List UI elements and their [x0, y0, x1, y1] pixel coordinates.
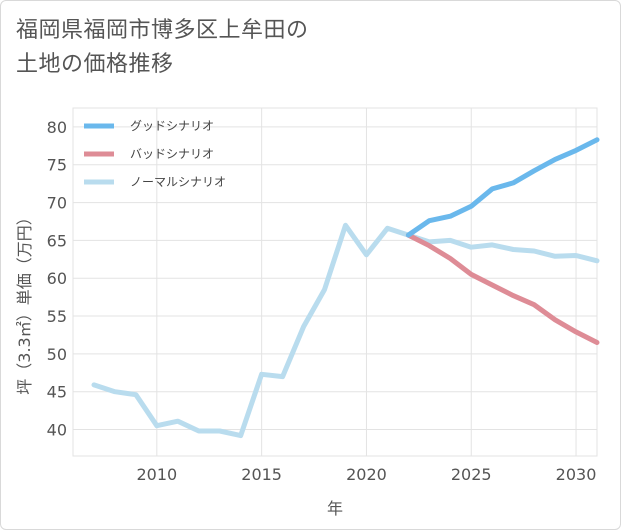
y-tick-label: 40	[47, 421, 67, 440]
x-tick-label: 2010	[136, 465, 177, 484]
plot-area	[72, 107, 598, 457]
y-tick-label: 70	[47, 194, 67, 213]
series-line-1	[405, 232, 600, 345]
legend-label-2: ノーマルシナリオ	[130, 175, 226, 189]
y-tick-label: 65	[47, 231, 67, 250]
x-tick-label: 2030	[556, 465, 597, 484]
x-axis-label: 年	[327, 499, 343, 518]
y-tick-label: 45	[47, 383, 67, 402]
y-axis-ticks: 40 45 50 55 60 65 70 75 80	[47, 118, 67, 440]
x-tick-label: 2015	[241, 465, 282, 484]
x-axis-ticks: 2010 2015 2020 2025 2030	[136, 465, 596, 484]
series-lines	[91, 137, 600, 439]
chart-title: 福岡県福岡市博多区上牟田の 土地の価格推移	[16, 14, 309, 82]
y-tick-label: 60	[47, 269, 67, 288]
x-tick-label: 2025	[451, 465, 492, 484]
y-tick-label: 55	[47, 307, 67, 326]
grid	[72, 107, 598, 457]
y-tick-label: 50	[47, 345, 67, 364]
legend-label-1: バッドシナリオ	[130, 147, 214, 161]
legend-label-0: グッドシナリオ	[130, 119, 214, 133]
x-tick-label: 2020	[346, 465, 387, 484]
chart-title-line1: 福岡県福岡市博多区上牟田の	[16, 18, 309, 43]
series-line-0	[405, 137, 600, 238]
y-tick-label: 80	[47, 118, 67, 137]
y-axis-label: 坪（3.3㎡）単価（万円）	[15, 209, 34, 394]
y-tick-label: 75	[47, 156, 67, 175]
series-line-2	[91, 222, 600, 439]
chart-title-line2: 土地の価格推移	[16, 52, 174, 77]
